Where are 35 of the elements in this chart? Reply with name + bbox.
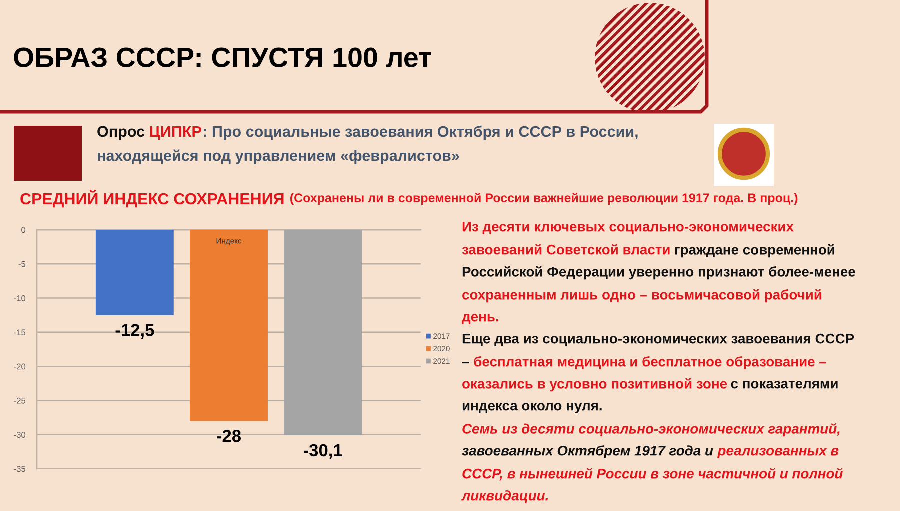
data-label: -12,5 [116, 324, 154, 339]
text: сохраненным лишь одно – восьмичасовой рабочий [462, 289, 822, 303]
text: Из десяти ключевых социально-экономических [462, 222, 794, 234]
y-tick-label: -10 [14, 295, 26, 302]
text: (Сохранены ли в современной России важнейшие революции 1917 года. В проц.) [290, 193, 798, 205]
chart-subtitle: СРЕДНИЙ ИНДЕКС СОХРАНЕНИЯ [20, 190, 284, 208]
text: день. [462, 314, 498, 324]
text: СССР, в нынешней России в зоне частичной и полной [462, 468, 843, 481]
data-label: -30,1 [304, 444, 342, 460]
text: индекса около нуля. [462, 403, 602, 414]
y-tick-label: -15 [14, 330, 26, 336]
text: ликвидации. [461, 490, 548, 504]
text: завоеванных Октябрем 1917 года и [462, 445, 714, 459]
y-tick-label: -5 [18, 261, 26, 268]
y-tick-label: -35 [14, 466, 26, 472]
y-tick-label: -20 [14, 364, 26, 370]
text: ЦИПКР [150, 126, 202, 140]
text: Еще два из социально-экономических завоевания СССР [462, 334, 854, 346]
text: граждане современной [675, 244, 834, 258]
text: бесплатная медицина и бесплатное образование – [474, 356, 826, 370]
text: находящейся под управлением «февралистов» [98, 150, 460, 164]
data-label: -28 [217, 430, 242, 442]
text: – [462, 362, 470, 364]
text: Семь из десяти социально-экономических гарантий, [462, 423, 840, 437]
y-tick-label: -25 [14, 398, 26, 404]
text: с показателями [731, 381, 838, 389]
text: Опрос [98, 126, 145, 140]
text: реализованных в [717, 448, 839, 458]
text: оказались в условно позитивной зоне [462, 378, 728, 392]
chart-title: ОБРАЗ СССР: СПУСТЯ 100 лет [14, 48, 432, 68]
y-tick-label: 0 [22, 227, 26, 234]
text: завоеваний Советской власти [462, 244, 670, 255]
y-tick-label: -30 [14, 432, 26, 438]
text: Российской Федерации уверенно признают более-менее [462, 266, 856, 280]
text: : Про социальные завоевания Октября и СССР в России, [204, 126, 638, 140]
